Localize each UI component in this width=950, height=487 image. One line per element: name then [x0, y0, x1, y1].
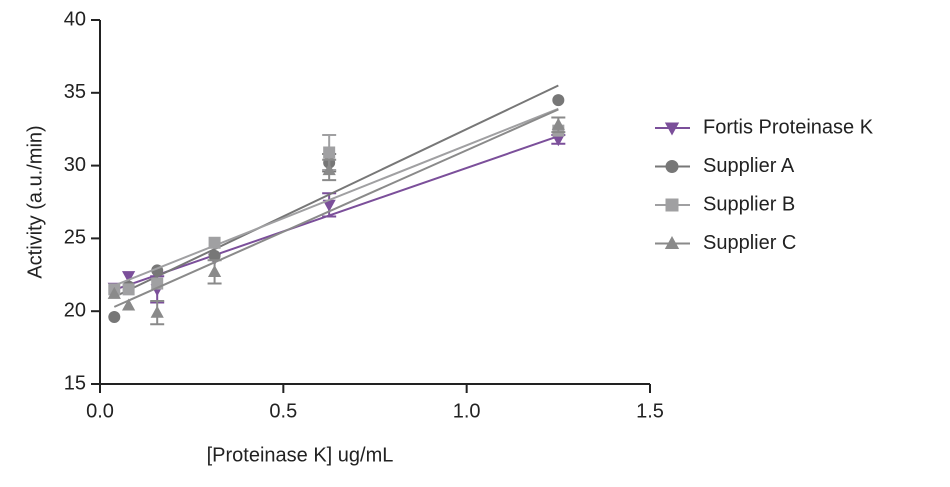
fit-line — [113, 135, 559, 291]
x-tick-label: 1.0 — [453, 400, 481, 422]
data-point — [323, 146, 336, 159]
data-point — [108, 311, 121, 324]
data-point — [208, 236, 221, 249]
legend-label: Fortis Proteinase K — [703, 116, 874, 138]
x-axis-label: [Proteinase K] ug/mL — [207, 444, 394, 466]
fit-line — [113, 108, 559, 308]
data-point — [107, 286, 121, 299]
fit-line — [113, 84, 559, 298]
legend-label: Supplier A — [703, 155, 795, 177]
legend-marker — [664, 236, 680, 250]
data-point — [207, 264, 222, 277]
data-point — [551, 117, 565, 130]
data-point — [322, 163, 336, 176]
legend-marker — [664, 122, 680, 136]
legend-label: Supplier B — [703, 193, 795, 215]
legend-marker — [665, 198, 679, 212]
legend-marker — [665, 160, 679, 173]
data-point — [322, 199, 336, 212]
y-tick-label: 30 — [64, 154, 86, 176]
legend-label: Supplier C — [703, 232, 796, 254]
data-point — [551, 134, 565, 147]
data-point — [552, 94, 565, 107]
fit-line — [113, 107, 559, 287]
data-point — [122, 283, 135, 296]
y-axis-label: Activity (a.u./min) — [24, 125, 46, 278]
data-point — [122, 271, 136, 284]
data-point — [208, 249, 221, 262]
y-tick-label: 40 — [64, 8, 86, 30]
y-tick-label: 35 — [64, 81, 86, 103]
y-tick-label: 20 — [64, 299, 86, 321]
data-point — [122, 298, 136, 311]
data-point — [150, 305, 164, 318]
x-tick-label: 0.5 — [269, 400, 297, 422]
y-tick-label: 15 — [64, 372, 86, 394]
x-tick-label: 1.5 — [636, 400, 664, 422]
x-tick-label: 0.0 — [86, 400, 114, 422]
y-tick-label: 25 — [64, 227, 86, 249]
